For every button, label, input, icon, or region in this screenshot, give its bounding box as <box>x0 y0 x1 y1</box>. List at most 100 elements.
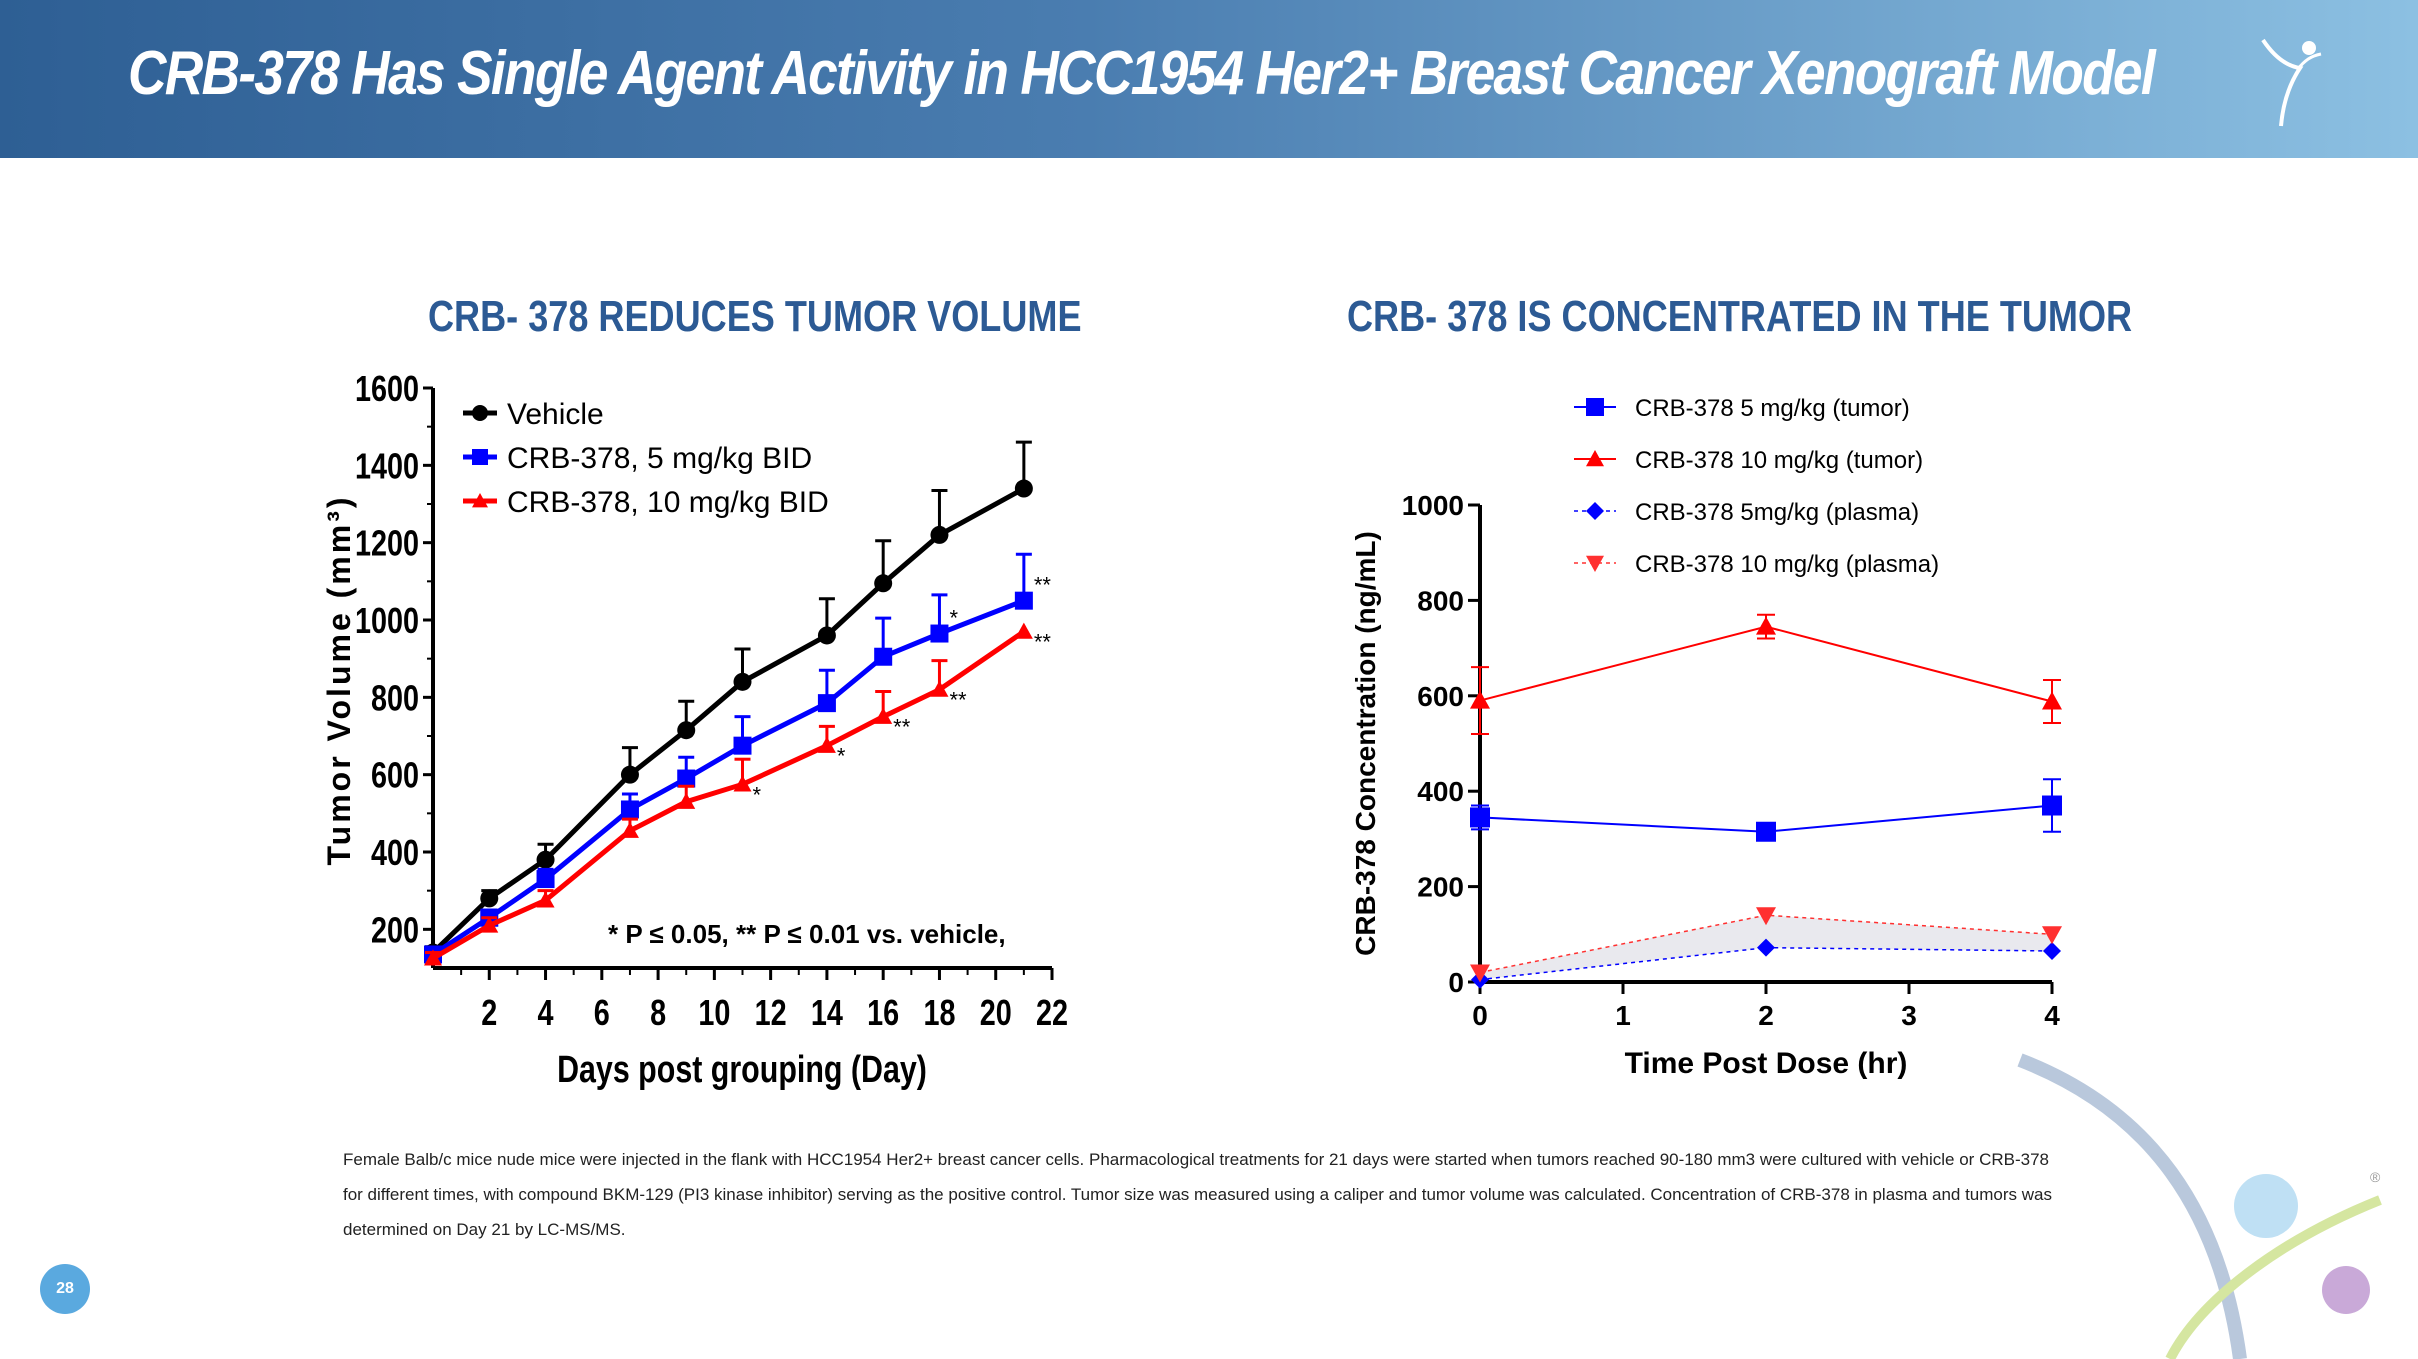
legend-marker <box>472 493 488 508</box>
tumor-volume-chart-title: CRB- 378 REDUCES TUMOR VOLUME <box>428 292 1082 341</box>
x-tick-label: 20 <box>980 992 1012 1033</box>
data-point <box>1470 964 1490 983</box>
y-axis-label: CRB-378 Concentration (ng/mL) <box>1350 531 1381 956</box>
x-tick-label: 6 <box>594 992 610 1033</box>
series-3 <box>1470 907 2062 983</box>
y-tick-label: 1600 <box>355 368 419 409</box>
legend-label: CRB-378, 10 mg/kg BID <box>507 486 829 519</box>
data-point <box>480 916 499 933</box>
x-tick-label: 2 <box>481 992 497 1033</box>
decorative-swoosh: ® <box>2017 1053 2382 1359</box>
registered-mark: ® <box>2370 1169 2381 1185</box>
y-tick-label: 1400 <box>355 445 419 486</box>
y-tick-label: 800 <box>1417 585 1464 616</box>
y-tick-label: 200 <box>371 909 419 950</box>
company-logo-icon <box>2261 38 2322 127</box>
series-line <box>431 598 1025 957</box>
x-tick-label: 12 <box>755 992 787 1033</box>
x-tick-label: 0 <box>1472 1000 1488 1031</box>
y-tick-label: 1000 <box>355 600 419 641</box>
y-tick-label: 800 <box>371 677 419 718</box>
data-point <box>480 889 499 908</box>
significance-mark: ** <box>1034 630 1052 655</box>
page-number: 28 <box>40 1264 90 1314</box>
data-point <box>874 574 893 593</box>
data-point <box>817 736 836 753</box>
data-point <box>1756 821 1776 842</box>
legend-label: CRB-378, 5 mg/kg BID <box>507 442 812 475</box>
legend-label: CRB-378 5mg/kg (plasma) <box>1635 499 1919 526</box>
data-point <box>677 792 696 809</box>
data-point <box>930 680 949 697</box>
data-point <box>2042 795 2062 816</box>
data-point <box>620 821 639 838</box>
y-tick-label: 200 <box>1417 872 1464 903</box>
legend-marker <box>1586 398 1604 416</box>
data-point <box>733 672 752 691</box>
legend-marker <box>1586 502 1604 520</box>
concentration-chart: 0 200 400 600 800 1000 0 1 2 3 4 Time Post Dose (hr… <box>1350 395 2062 1080</box>
y-tick-label: 400 <box>1417 776 1464 807</box>
data-point <box>1757 938 1775 957</box>
legend-label: Vehicle <box>507 398 604 431</box>
x-tick-label: 4 <box>2044 1000 2060 1031</box>
data-point <box>620 800 639 819</box>
y-tick-label: 1200 <box>355 523 419 564</box>
y-tick-label: 0 <box>1448 967 1464 998</box>
series-0 <box>424 440 1033 962</box>
data-point <box>2042 691 2062 710</box>
legend: CRB-378 5 mg/kg (tumor) CRB-378 10 mg/kg … <box>1574 395 1939 578</box>
data-point <box>677 721 696 740</box>
data-point <box>1470 690 1490 709</box>
x-tick-label: 8 <box>650 992 666 1033</box>
series-2: ******** <box>424 622 1052 966</box>
data-point <box>930 624 949 643</box>
y-axis-label: Tumor Volume (mm³) <box>321 494 357 865</box>
data-point <box>1756 616 1776 635</box>
legend-label: CRB-378 5 mg/kg (tumor) <box>1635 395 1910 422</box>
significance-annotation: * P ≤ 0.05, ** P ≤ 0.01 vs. vehicle, <box>608 919 1006 949</box>
y-tick-label: 400 <box>371 832 419 873</box>
data-point <box>930 525 949 544</box>
y-tick-label: 600 <box>371 755 419 796</box>
series-1 <box>1470 613 2062 735</box>
data-point <box>1014 622 1033 639</box>
legend-label: CRB-378 10 mg/kg (plasma) <box>1635 551 1939 578</box>
data-point <box>2042 926 2062 945</box>
legend-marker <box>472 405 488 421</box>
concentration-chart-title: CRB- 378 IS CONCENTRATED IN THE TUMOR <box>1347 292 2133 341</box>
data-point <box>1756 907 1776 926</box>
data-point <box>1470 807 1490 828</box>
slide-title: CRB-378 Has Single Agent Activity in HCC… <box>128 39 2156 108</box>
x-tick-label: 3 <box>1901 1000 1917 1031</box>
y-tick-label: 1000 <box>1402 490 1464 521</box>
data-point <box>620 765 639 784</box>
data-point <box>874 647 893 666</box>
data-point <box>733 736 752 755</box>
data-point <box>536 870 555 889</box>
data-point <box>536 850 555 869</box>
methods-footnote: Female Balb/c mice nude mice were inject… <box>343 1150 2052 1239</box>
series-line <box>431 629 1026 961</box>
data-point <box>733 775 752 792</box>
series-0 <box>1470 778 2062 842</box>
x-tick-label: 1 <box>1615 1000 1631 1031</box>
x-axis-label: Days post grouping (Day) <box>557 1049 927 1091</box>
x-tick-label: 16 <box>867 992 899 1033</box>
data-point <box>1014 591 1033 610</box>
x-tick-label: 10 <box>698 992 730 1033</box>
legend-label: CRB-378 10 mg/kg (tumor) <box>1635 447 1923 474</box>
data-point <box>817 626 836 645</box>
legend-marker <box>1586 555 1604 572</box>
legend: Vehicle CRB-378, 5 mg/kg BID CRB-378, 10 m… <box>463 398 829 519</box>
tumor-volume-chart: 200 400 600 800 1000 1200 1400 1600 2 4 6 8 10 12 14 16… <box>321 368 1068 1091</box>
data-point <box>536 891 555 908</box>
x-tick-label: 4 <box>538 992 554 1033</box>
significance-mark: ** <box>1034 573 1052 598</box>
x-tick-label: 14 <box>811 992 843 1033</box>
x-tick-label: 2 <box>1758 1000 1774 1031</box>
x-axis-label: Time Post Dose (hr) <box>1625 1047 1908 1080</box>
significance-mark: * <box>753 782 762 807</box>
series-line <box>431 486 1026 955</box>
significance-mark: ** <box>893 715 911 740</box>
